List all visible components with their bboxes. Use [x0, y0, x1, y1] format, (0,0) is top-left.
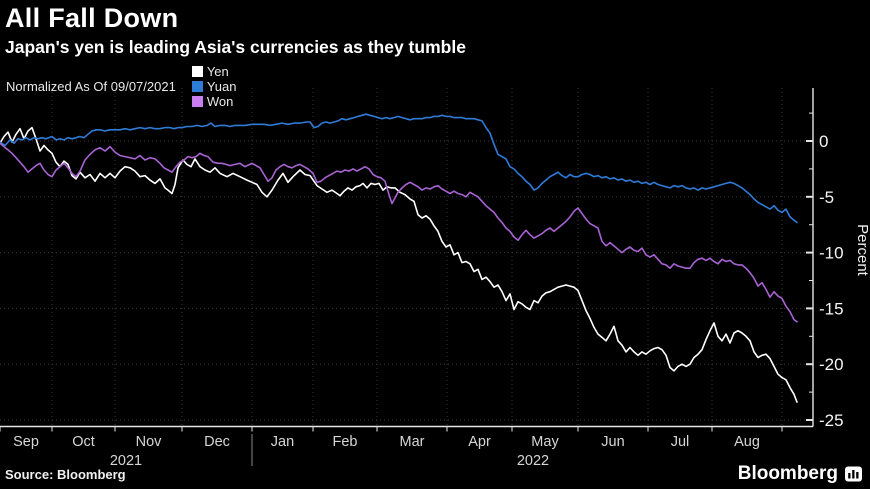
month-label: Apr [468, 434, 491, 450]
y-tick-label: -5 [819, 188, 834, 207]
month-label: Jul [671, 434, 690, 450]
chart-svg: 0 -5 -10 -15 -20 -25 Sep Oct Nov Dec Jan Feb Mar Apr M… [0, 88, 870, 469]
page-subtitle: Japan's yen is leading Asia's currencies… [5, 37, 466, 57]
legend-note: Normalized As Of 09/07/2021 [6, 79, 176, 94]
bloomberg-bar-chart-icon [845, 466, 862, 482]
legend-swatch-yen [191, 66, 203, 77]
legend-items: Yen Yuan Won [191, 64, 253, 109]
bloomberg-logo: Bloomberg [738, 463, 862, 485]
legend-label: Yen [206, 64, 229, 79]
month-label: Jan [271, 434, 294, 450]
month-label: Oct [72, 434, 95, 450]
month-label: Nov [136, 434, 163, 450]
y-tick-label: -10 [819, 244, 844, 263]
y-tick-label: -20 [819, 355, 844, 374]
chart-header: All Fall Down Japan's yen is leading Asi… [5, 0, 466, 58]
chart-footer: Source: Bloomberg Bloomberg [5, 463, 862, 485]
month-label: Aug [734, 434, 760, 450]
legend-swatch-yuan [191, 81, 203, 92]
series-line-yen [0, 126, 798, 403]
month-label: Sep [13, 434, 39, 450]
y-axis-title: Percent [854, 224, 870, 277]
year-label: 2021 [110, 453, 142, 469]
month-label: Mar [400, 434, 425, 450]
legend-swatch-won [191, 96, 203, 107]
month-label: Dec [204, 434, 230, 450]
month-label: May [531, 434, 559, 450]
legend-label: Won [206, 94, 234, 109]
year-label: 2022 [517, 453, 549, 469]
series-line-yuan [0, 113, 798, 224]
source-label: Source: Bloomberg [5, 466, 126, 482]
series-line-won [0, 142, 798, 323]
legend-item-yuan: Yuan [191, 79, 237, 94]
month-label: Feb [333, 434, 358, 450]
page-title: All Fall Down [5, 3, 179, 33]
month-label: Jun [601, 434, 624, 450]
bloomberg-wordmark: Bloomberg [737, 463, 838, 484]
legend: Normalized As Of 09/07/2021 Yen Yuan Won [6, 64, 252, 109]
y-tick-label: 0 [819, 132, 828, 151]
y-tick-label: -15 [819, 299, 844, 318]
legend-item-yen: Yen [191, 64, 237, 79]
legend-item-won: Won [191, 94, 237, 109]
legend-label: Yuan [206, 79, 237, 94]
y-tick-label: -25 [819, 411, 844, 430]
